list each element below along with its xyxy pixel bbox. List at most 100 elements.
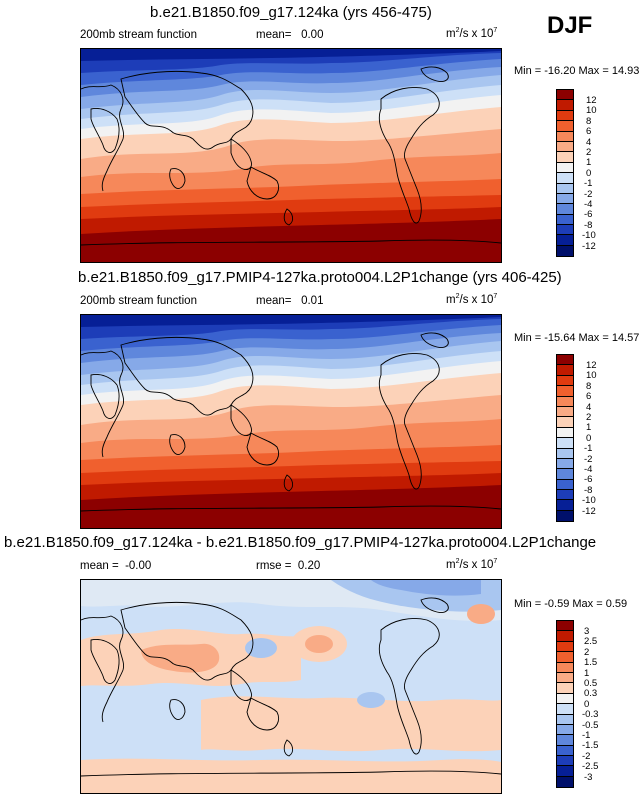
colorbar-label: 6 [586,126,592,137]
colorbar-label: 2.5 [584,636,598,647]
panel-1-colorbar-swatch [557,245,573,257]
panel-3-colorbar-swatch [557,776,573,788]
colorbar-label: -8 [584,220,593,231]
panel-2-mean-label: mean= [256,295,292,307]
panel-3-colorbar-swatch [557,756,573,767]
colorbar-label: 0 [586,433,592,444]
colorbar-label: 3 [584,626,590,637]
panel-3-mean: mean = -0.00 [80,560,151,572]
panel-1-title: b.e21.B1850.f09_g17.124ka (yrs 456-475) [150,4,432,21]
colorbar-label: 12 [586,95,597,106]
colorbar-label: 8 [586,116,592,127]
colorbar-label: 0 [586,168,592,179]
panel-1-colorbar-swatch [557,110,573,122]
colorbar-label: 0 [584,699,590,710]
colorbar-label: -6 [584,209,593,220]
colorbar-label: -4 [584,464,593,475]
panel-1-mean-value: 0.00 [301,29,324,41]
colorbar-label: 2 [584,647,590,658]
colorbar-label: -12 [582,241,596,252]
panel-1-colorbar-swatch [557,90,573,101]
colorbar-label: -3 [584,772,593,783]
panel-2-variable: 200mb stream function [80,295,197,307]
panel-1-colorbar-swatch [557,214,573,226]
panel-2-colorbar-swatch [557,500,573,511]
colorbar-label: -1 [582,730,591,741]
colorbar-label: -1 [584,443,593,454]
panel-1-colorbar-swatch [557,131,573,142]
panel-3-colorbar-swatch [557,724,573,736]
colorbar-label: -1.5 [582,740,599,751]
panel-1-colorbar-swatch [557,141,573,153]
panel-3-rmse-value: 0.20 [297,560,321,572]
colorbar-label: -2.5 [582,761,599,772]
colorbar-label: -4 [584,199,593,210]
colorbar-label: 0.3 [584,688,598,699]
panel-1-colorbar-swatch [557,152,573,163]
colorbar-label: -12 [582,506,596,517]
panel-1-colorbar-swatch [557,235,573,246]
panel-2-colorbar-swatch [557,490,573,501]
colorbar-label: 0.5 [584,678,598,689]
panel-3-colorbar-swatch [557,652,573,663]
colorbar-label: -2 [584,454,593,465]
panel-3-colorbar-swatch [557,693,573,705]
colorbar-label: -1 [584,178,593,189]
panel-2-map [80,314,502,529]
panel-3-map-svg [81,580,501,793]
colorbar-label: -0.5 [582,720,599,731]
panel-2-title: b.e21.B1850.f09_g17.PMIP4-127ka.proto004… [78,269,562,286]
panel-3-colorbar-swatch [557,714,573,725]
panel-2-colorbar [556,354,574,522]
colorbar-label: -2 [584,189,593,200]
panel-1-map [80,48,502,263]
panel-1-colorbar-swatch [557,162,573,174]
season-label: DJF [547,12,593,39]
panel-2-colorbar-swatch [557,406,573,418]
panel-2-colorbar-swatch [557,479,573,491]
panel-2-colorbar-swatch [557,375,573,387]
panel-1-colorbar-swatch [557,225,573,236]
panel-3-colorbar-swatch [557,621,573,632]
colorbar-label: -10 [582,230,596,241]
panel-3-colorbar-swatch [557,766,573,777]
panel-3-colorbar-swatch [557,641,573,653]
panel-2-colorbar-swatch [557,365,573,376]
panel-1-colorbar [556,89,574,257]
colorbar-label: -0.3 [582,709,599,720]
panel-3-rmse: rmse = 0.20 [256,560,320,572]
colorbar-label: 8 [586,381,592,392]
panel-3-colorbar-swatch [557,704,573,715]
colorbar-label: 1.5 [584,657,598,668]
colorbar-label: 2 [586,147,592,158]
panel-1-min-max: Min = -16.20 Max = 14.93 [514,65,640,77]
panel-1-colorbar-swatch [557,193,573,205]
colorbar-label: 1 [584,668,590,679]
panel-3-colorbar-swatch [557,745,573,757]
colorbar-label: 1 [586,422,592,433]
colorbar-label: 12 [586,360,597,371]
panel-3-colorbar-swatch [557,683,573,694]
colorbar-label: 4 [586,137,592,148]
panel-1-colorbar-swatch [557,121,573,132]
colorbar-label: 2 [586,412,592,423]
panel-3-units: m2/s x 107 [446,558,498,571]
panel-1-units: m2/s x 107 [446,27,498,40]
panel-2-colorbar-swatch [557,417,573,428]
panel-2-colorbar-swatch [557,458,573,470]
panel-2-mean-value: 0.01 [301,295,324,307]
panel-1-colorbar-swatch [557,173,573,184]
panel-3-colorbar-swatch [557,631,573,642]
colorbar-label: 1 [586,157,592,168]
colorbar-label: 10 [586,105,597,116]
panel-2-colorbar-swatch [557,438,573,449]
panel-2-map-svg [81,315,501,528]
panel-3-colorbar [556,620,574,788]
panel-1-map-svg [81,49,501,262]
panel-2-min-max: Min = -15.64 Max = 14.57 [514,332,640,344]
panel-1-colorbar-swatch [557,204,573,215]
panel-2-colorbar-swatch [557,510,573,522]
panel-2-colorbar-swatch [557,386,573,397]
panel-1-colorbar-swatch [557,183,573,194]
panel-2-colorbar-swatch [557,448,573,459]
